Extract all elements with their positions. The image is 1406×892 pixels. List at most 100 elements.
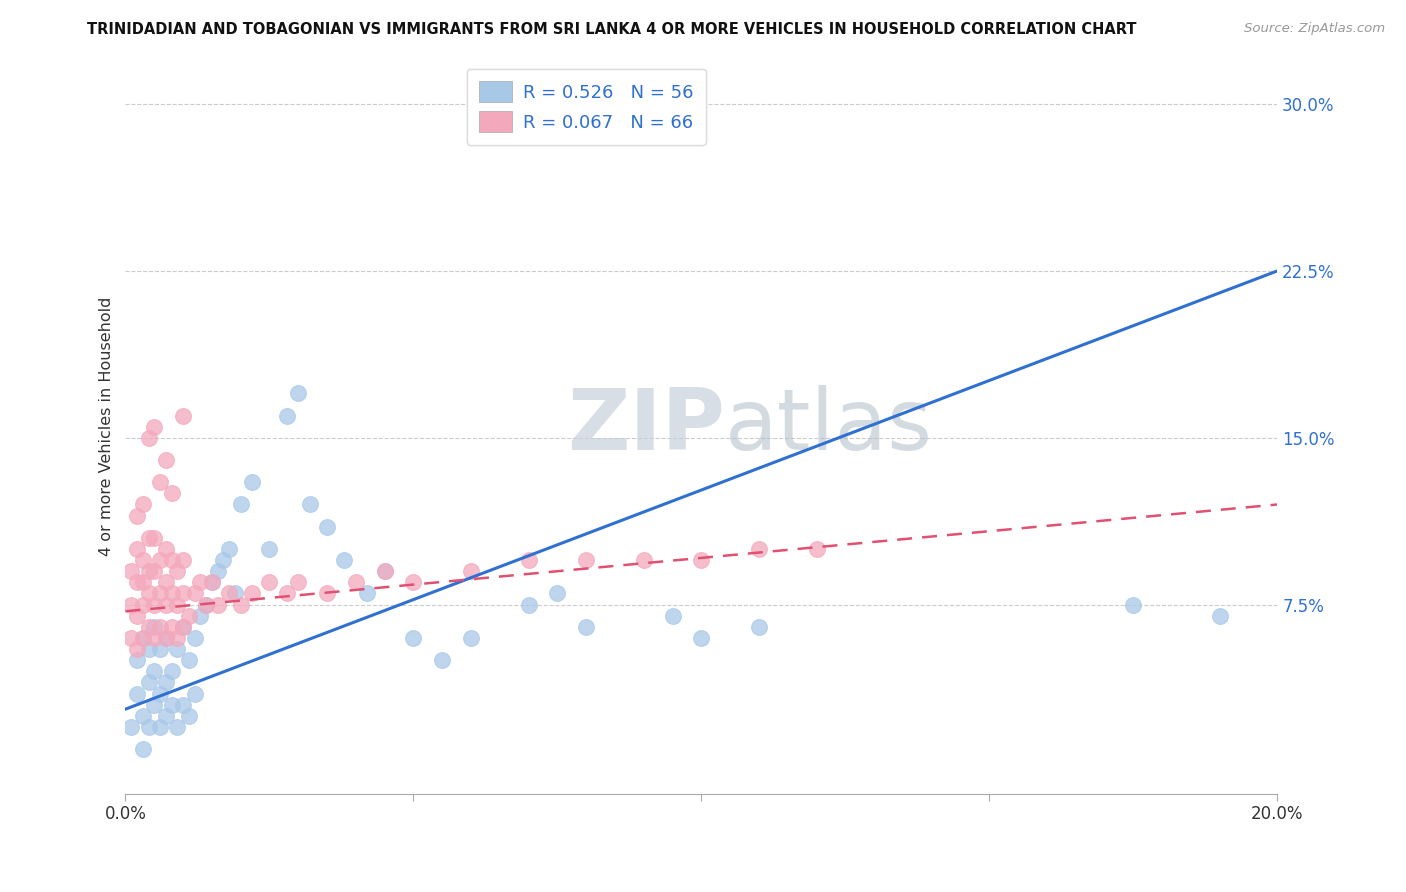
Point [374,564,396,578]
Point [344,575,367,590]
Point [149,720,172,734]
Point [240,586,263,600]
Legend: R = 0.526   N = 56, R = 0.067   N = 66: R = 0.526 N = 56, R = 0.067 N = 66 [467,69,706,145]
Point [120,564,142,578]
Point [183,687,205,701]
Point [517,553,540,567]
Point [188,575,211,590]
Point [661,608,683,623]
Point [149,553,172,567]
Point [160,553,183,567]
Point [125,541,148,556]
Point [207,564,229,578]
Point [143,665,166,679]
Point [155,631,177,645]
Point [143,419,166,434]
Point [259,575,281,590]
Point [143,631,166,645]
Point [166,564,188,578]
Point [201,575,224,590]
Point [166,598,188,612]
Point [160,698,183,712]
Point [120,720,142,734]
Point [143,598,166,612]
Point [120,631,142,645]
Point [806,541,828,556]
Point [229,598,252,612]
Point [177,708,200,723]
Point [125,575,148,590]
Point [132,708,155,723]
Point [160,620,183,634]
Point [132,575,155,590]
Point [166,720,188,734]
Point [177,653,200,667]
Y-axis label: 4 or more Vehicles in Household: 4 or more Vehicles in Household [100,297,114,557]
Point [138,531,160,545]
Point [149,687,172,701]
Point [132,598,155,612]
Point [143,531,166,545]
Point [166,642,188,657]
Point [240,475,263,490]
Text: atlas: atlas [724,385,932,468]
Point [517,598,540,612]
Point [138,720,160,734]
Point [402,575,425,590]
Point [155,631,177,645]
Point [460,631,482,645]
Point [316,520,339,534]
Point [690,631,713,645]
Point [546,586,568,600]
Point [259,541,281,556]
Point [132,631,155,645]
Point [132,742,155,756]
Point [172,586,194,600]
Point [149,642,172,657]
Point [132,498,155,512]
Point [356,586,378,600]
Point [149,586,172,600]
Point [143,620,166,634]
Point [160,486,183,500]
Point [183,586,205,600]
Point [748,620,770,634]
Point [143,698,166,712]
Point [748,541,770,556]
Point [316,586,339,600]
Point [172,620,194,634]
Text: Source: ZipAtlas.com: Source: ZipAtlas.com [1244,22,1385,36]
Point [1122,598,1144,612]
Point [149,620,172,634]
Point [276,409,298,423]
Point [224,586,246,600]
Point [374,564,396,578]
Point [402,631,425,645]
Point [160,665,183,679]
Point [195,598,218,612]
Point [125,653,148,667]
Point [432,653,454,667]
Point [138,586,160,600]
Point [125,608,148,623]
Point [155,675,177,690]
Point [120,598,142,612]
Point [287,386,309,401]
Point [218,586,240,600]
Point [125,687,148,701]
Point [172,620,194,634]
Point [633,553,655,567]
Point [218,541,240,556]
Point [138,642,160,657]
Point [132,631,155,645]
Point [138,675,160,690]
Point [229,498,252,512]
Point [276,586,298,600]
Point [172,553,194,567]
Point [188,608,211,623]
Point [155,598,177,612]
Point [125,508,148,523]
Point [201,575,224,590]
Point [138,564,160,578]
Point [149,475,172,490]
